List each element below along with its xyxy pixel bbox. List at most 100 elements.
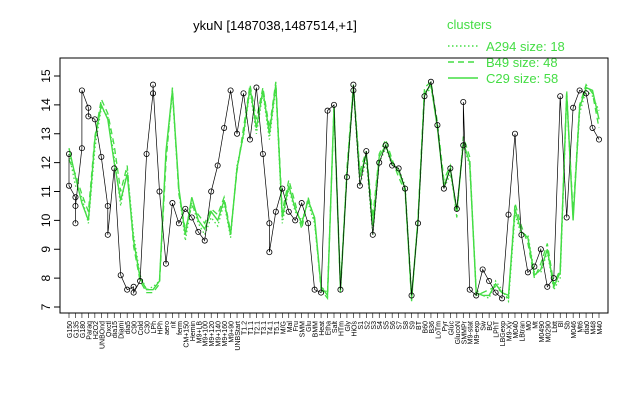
x-tick-label: G135 xyxy=(73,321,80,338)
x-tick-label: dia15 xyxy=(112,321,119,338)
data-point xyxy=(421,93,428,100)
data-point xyxy=(382,142,389,149)
x-tick-label: Paraq xyxy=(86,321,93,340)
x-tick-label: M9+LB xyxy=(196,321,203,344)
x-tick-label: M9-stat xyxy=(468,321,475,344)
data-point xyxy=(395,165,402,172)
x-tick-label: Gly xyxy=(345,321,352,332)
data-point xyxy=(98,153,105,160)
x-tick-label: M0 xyxy=(526,321,533,331)
x-tick-label: S3 xyxy=(371,321,378,330)
plot-frame xyxy=(59,57,609,314)
data-point xyxy=(182,205,189,212)
data-point xyxy=(330,101,337,108)
x-tick-label: Heat xyxy=(319,321,326,336)
data-point xyxy=(311,286,318,293)
x-tick-label: M046 xyxy=(571,321,578,339)
data-point xyxy=(240,90,247,97)
data-point xyxy=(415,220,422,227)
data-point xyxy=(350,87,357,94)
x-tick-label: LBtran xyxy=(519,321,526,342)
y-tick-label: 14 xyxy=(39,98,53,112)
data-point xyxy=(427,78,434,85)
x-tick-label: T4.1 xyxy=(267,321,274,335)
x-tick-label: BC xyxy=(487,321,494,331)
data-point xyxy=(447,165,454,172)
data-point xyxy=(137,278,144,285)
data-point xyxy=(524,269,531,276)
x-tick-label: T1.1 xyxy=(248,321,255,335)
x-tick-label: M9+160 xyxy=(222,321,229,347)
x-tick-label: Bl xyxy=(558,321,565,328)
data-point xyxy=(150,90,157,97)
x-tick-label: dia0 xyxy=(584,321,591,334)
data-point xyxy=(324,107,331,114)
data-point xyxy=(78,87,85,94)
series-line-solid xyxy=(68,82,600,299)
x-tick-label: S7 xyxy=(397,321,404,330)
data-point xyxy=(453,205,460,212)
data-point xyxy=(376,159,383,166)
data-point xyxy=(305,220,312,227)
y-tick-label: 9 xyxy=(39,246,53,253)
data-point xyxy=(169,200,176,207)
x-tick-label: M9+120 xyxy=(209,321,216,347)
data-point xyxy=(466,286,473,293)
data-point xyxy=(576,87,583,94)
x-tick-label: C90 xyxy=(132,321,139,334)
y-tick-label: 15 xyxy=(39,69,53,83)
x-tick-label: M9+90 xyxy=(229,321,236,343)
data-point xyxy=(85,104,92,111)
x-tick-label: S8 xyxy=(403,321,410,330)
data-point xyxy=(72,202,79,209)
data-point xyxy=(175,220,182,227)
x-tick-label: S6 xyxy=(390,321,397,330)
data-point xyxy=(356,182,363,189)
x-tick-label: Etha xyxy=(326,321,333,336)
x-tick-label: Cold xyxy=(138,321,145,336)
profile-line xyxy=(68,80,600,300)
data-point xyxy=(479,266,486,273)
data-point xyxy=(583,90,590,97)
x-tick-label: HTm xyxy=(338,321,345,336)
data-point xyxy=(337,286,344,293)
x-tick-label: B60 xyxy=(422,321,429,334)
x-tick-label: Glu xyxy=(306,321,313,332)
data-point xyxy=(78,145,85,152)
x-tick-label: UNBStart xyxy=(235,321,242,351)
x-tick-label: T2.1 xyxy=(254,321,261,335)
data-point xyxy=(402,185,409,192)
data-point xyxy=(505,211,512,218)
x-tick-label: S2 xyxy=(364,321,371,330)
x-tick-label: HiOs xyxy=(351,321,358,337)
x-tick-label: M9-exp xyxy=(474,321,481,344)
data-point xyxy=(369,231,376,238)
data-point xyxy=(156,188,163,195)
data-point xyxy=(208,188,215,195)
data-point xyxy=(91,116,98,123)
data-point xyxy=(66,150,73,157)
data-point xyxy=(130,283,137,290)
x-tick-label: LPhT xyxy=(494,320,501,337)
x-tick-label: CM+150 xyxy=(183,321,190,348)
x-tick-label: LoTm xyxy=(435,321,442,339)
x-tick-label: ferm xyxy=(177,321,184,335)
x-tick-label: Fru xyxy=(293,321,300,332)
x-tick-label: T1.2 xyxy=(242,321,249,335)
data-point xyxy=(72,220,79,227)
x-tick-label: dia5 xyxy=(125,321,132,334)
data-point xyxy=(460,142,467,149)
x-tick-label: Pyr xyxy=(442,320,449,331)
data-point xyxy=(563,214,570,221)
x-tick-label: LBGexp xyxy=(500,321,507,346)
x-tick-label: BT xyxy=(416,320,423,330)
data-point xyxy=(85,113,92,120)
data-point xyxy=(227,87,234,94)
data-point xyxy=(389,162,396,169)
data-point xyxy=(111,165,118,172)
x-tick-label: SMM xyxy=(300,321,307,338)
x-tick-label: UNBOnd xyxy=(99,321,106,349)
data-point xyxy=(272,208,279,215)
